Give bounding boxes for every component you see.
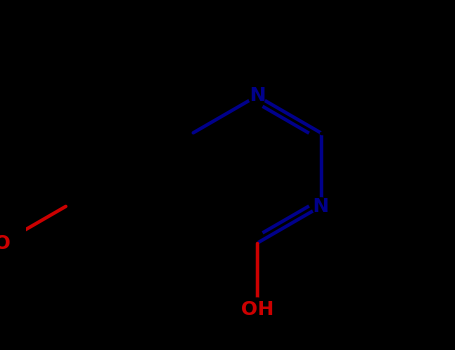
Circle shape xyxy=(246,298,268,321)
Text: O: O xyxy=(0,234,10,253)
Circle shape xyxy=(248,88,266,105)
Text: OH: OH xyxy=(241,300,273,319)
Text: N: N xyxy=(249,86,265,105)
Text: N: N xyxy=(313,197,329,216)
Circle shape xyxy=(312,198,329,215)
Circle shape xyxy=(0,234,10,252)
